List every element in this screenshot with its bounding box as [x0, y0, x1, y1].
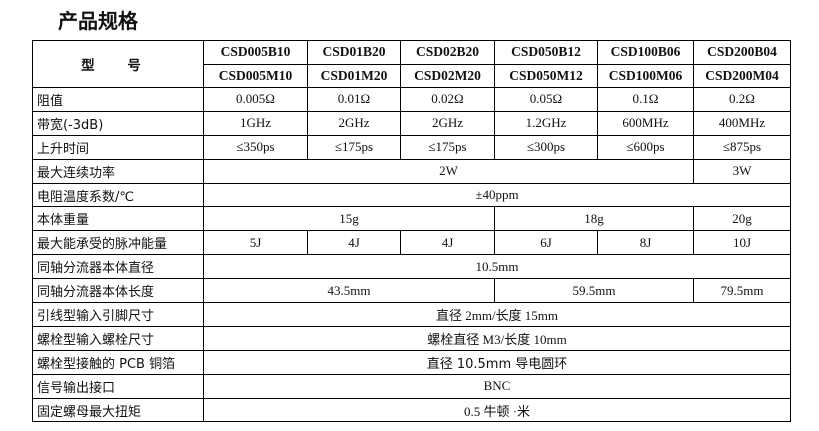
cell: 18g — [494, 206, 694, 232]
cell: 2GHz — [307, 110, 401, 136]
cell: 3W — [693, 158, 791, 184]
cell: 2W — [203, 158, 694, 184]
table-row-rise-time: 上升时间 ≤350ps ≤175ps ≤175ps ≤300ps ≤600ps … — [32, 134, 791, 160]
cell: 2GHz — [400, 110, 495, 136]
model-cell: CSD01M20 — [307, 63, 401, 88]
row-label: 本体重量 — [32, 206, 204, 232]
cell: 43.5mm — [203, 278, 495, 304]
table-row-diameter: 同轴分流器本体直径 10.5mm — [32, 254, 791, 280]
model-cell: CSD050B12 — [494, 40, 598, 65]
row-label: 同轴分流器本体长度 — [32, 278, 204, 304]
row-label: 信号输出接口 — [32, 373, 204, 399]
cell: 4J — [307, 230, 401, 256]
row-label: 引线型输入引脚尺寸 — [32, 302, 204, 327]
cell: 0.1Ω — [597, 87, 694, 112]
row-label: 上升时间 — [32, 134, 204, 160]
model-cell: CSD02M20 — [400, 63, 495, 88]
model-cell: CSD200B04 — [693, 40, 791, 65]
cell: 1GHz — [203, 110, 308, 136]
table-row-torque: 固定螺母最大扭矩 0.5 牛顿 ·米 — [32, 397, 791, 423]
table-row-temp-coeff: 电阻温度系数/℃ ±40ppm — [32, 182, 791, 208]
model-cell: CSD005B10 — [203, 40, 308, 65]
cell: 0.02Ω — [400, 87, 495, 112]
table-header-row: CSD005M10 CSD01M20 CSD02M20 CSD050M12 CS… — [33, 63, 791, 88]
cell: ≤300ps — [494, 134, 598, 160]
model-cell: CSD100M06 — [597, 63, 694, 88]
cell: 螺栓直径 M3/长度 10mm — [203, 325, 791, 351]
table-row-output: 信号输出接口 BNC — [32, 373, 791, 399]
row-label: 最大能承受的脉冲能量 — [32, 230, 204, 256]
model-cell: CSD005M10 — [203, 63, 308, 88]
cell: 1.2GHz — [494, 110, 598, 136]
cell: 6J — [494, 230, 598, 256]
table-header-row: 型 号 CSD005B10 CSD01B20 CSD02B20 CSD050B1… — [32, 40, 791, 88]
row-label: 电阻温度系数/℃ — [32, 182, 204, 208]
cell: 79.5mm — [693, 278, 791, 304]
cell: 400MHz — [693, 110, 791, 136]
page-title: 产品规格 — [58, 9, 138, 33]
cell: 直径 10.5mm 导电圆环 — [203, 349, 791, 375]
cell: 20g — [693, 206, 791, 232]
cell: 5J — [203, 230, 308, 256]
spec-table: 型 号 CSD005B10 CSD01B20 CSD02B20 CSD050B1… — [32, 40, 791, 423]
table-row-length: 同轴分流器本体长度 43.5mm 59.5mm 79.5mm — [32, 278, 791, 304]
row-label: 最大连续功率 — [32, 158, 204, 184]
cell: 600MHz — [597, 110, 694, 136]
table-row-weight: 本体重量 15g 18g 20g — [32, 206, 791, 232]
row-label: 螺栓型输入螺栓尺寸 — [32, 325, 204, 351]
table-row-pcb-foil: 螺栓型接触的 PCB 铜箔 直径 10.5mm 导电圆环 — [32, 349, 791, 375]
cell: ≤600ps — [597, 134, 694, 160]
model-cell: CSD01B20 — [307, 40, 401, 65]
cell: 0.5 牛顿 ·米 — [203, 397, 791, 423]
cell: 0.005Ω — [203, 87, 308, 112]
cell: 直径 2mm/长度 15mm — [203, 302, 791, 327]
cell: 0.2Ω — [693, 87, 791, 112]
row-label: 同轴分流器本体直径 — [32, 254, 204, 280]
cell: ≤875ps — [693, 134, 791, 160]
cell: 10J — [693, 230, 791, 256]
cell: ≤350ps — [203, 134, 308, 160]
table-row-bolt-size: 螺栓型输入螺栓尺寸 螺栓直径 M3/长度 10mm — [32, 325, 791, 351]
row-label: 固定螺母最大扭矩 — [32, 397, 204, 423]
table-row-bandwidth: 带宽(-3dB) 1GHz 2GHz 2GHz 1.2GHz 600MHz 40… — [32, 110, 791, 136]
model-cell: CSD100B06 — [597, 40, 694, 65]
table-row-max-power: 最大连续功率 2W 3W — [32, 158, 791, 184]
row-label: 带宽(-3dB) — [32, 110, 204, 136]
cell: ≤175ps — [400, 134, 495, 160]
model-cell: CSD02B20 — [400, 40, 495, 65]
cell: 10.5mm — [203, 254, 791, 280]
model-cell: CSD200M04 — [693, 63, 791, 88]
cell: 8J — [597, 230, 694, 256]
cell: 0.01Ω — [307, 87, 401, 112]
cell: 4J — [400, 230, 495, 256]
model-header: 型 号 — [32, 40, 204, 88]
cell: ≤175ps — [307, 134, 401, 160]
cell: 15g — [203, 206, 495, 232]
table-row-resistance: 阻值 0.005Ω 0.01Ω 0.02Ω 0.05Ω 0.1Ω 0.2Ω — [32, 87, 791, 112]
cell: 0.05Ω — [494, 87, 598, 112]
table-row-pulse-energy: 最大能承受的脉冲能量 5J 4J 4J 6J 8J 10J — [32, 230, 791, 256]
cell: BNC — [203, 373, 791, 399]
row-label: 阻值 — [32, 87, 204, 112]
table-row-lead-pin: 引线型输入引脚尺寸 直径 2mm/长度 15mm — [32, 302, 791, 327]
cell: ±40ppm — [203, 182, 791, 208]
model-cell: CSD050M12 — [494, 63, 598, 88]
cell: 59.5mm — [494, 278, 694, 304]
row-label: 螺栓型接触的 PCB 铜箔 — [32, 349, 204, 375]
